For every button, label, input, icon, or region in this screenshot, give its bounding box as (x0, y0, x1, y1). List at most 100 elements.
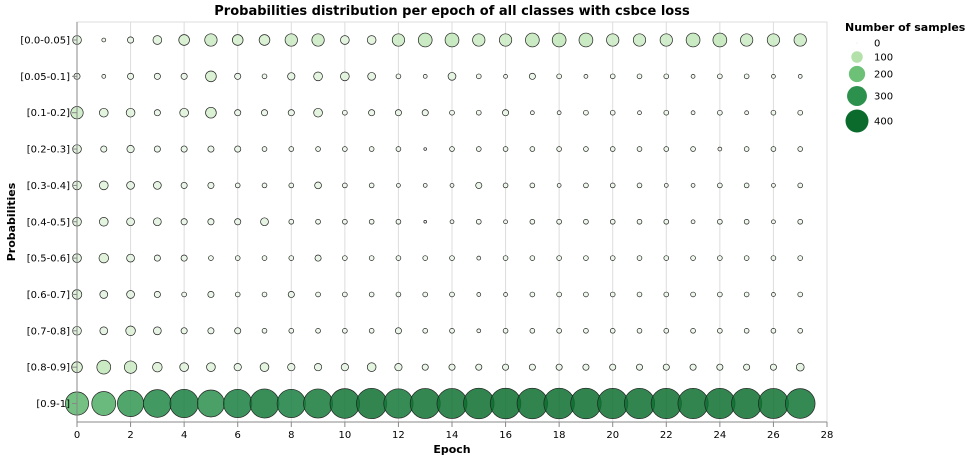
x-tick-label: 28 (821, 430, 834, 441)
bubble-point (234, 109, 242, 117)
x-tick-label: 12 (392, 430, 405, 441)
bubble-point (609, 291, 616, 298)
bubble-point (391, 33, 405, 47)
bubble-point (288, 218, 295, 225)
bubble-point (717, 328, 723, 334)
bubble-point (368, 328, 375, 334)
bubble-point (284, 33, 298, 47)
bubble-point (342, 146, 348, 152)
bubble-point (543, 387, 575, 420)
bubble-point (637, 110, 642, 116)
bubble-point (744, 110, 749, 116)
bubble-point (153, 181, 162, 190)
bubble-point (663, 218, 670, 225)
bubble-point (770, 255, 777, 261)
bubble-point (743, 255, 750, 261)
bubble-point (528, 72, 536, 80)
x-tick-label: 0 (74, 430, 80, 441)
bubble-point (502, 328, 509, 334)
bubble-point (96, 359, 112, 375)
bubble-point (609, 182, 616, 189)
bubble-point (499, 33, 513, 47)
bubble-point (223, 388, 253, 419)
bubble-point (205, 70, 217, 83)
bubble-point (663, 255, 670, 261)
bubble-point (502, 255, 509, 261)
bubble-point (340, 35, 350, 45)
legend-symbol (851, 51, 863, 63)
bubble-point (368, 146, 375, 152)
bubble-point (287, 72, 296, 81)
x-tick-label: 10 (338, 430, 351, 441)
legend-symbol (845, 109, 869, 133)
bubble-point (288, 255, 295, 261)
bubble-point (204, 33, 218, 47)
bubble-point (476, 73, 482, 80)
bubble-point (503, 219, 508, 225)
bubble-point (663, 291, 670, 298)
bubble-point (582, 363, 590, 371)
bubble-point (197, 389, 225, 418)
y-tick-label: [0.7-0.8] (27, 326, 70, 337)
bubble-point (690, 183, 696, 188)
bubble-point (716, 363, 724, 371)
x-tick-label: 4 (181, 430, 187, 441)
bubble-point (234, 218, 242, 226)
bubble-point (529, 146, 536, 152)
bubble-point (234, 291, 241, 298)
x-tick-label: 14 (446, 430, 459, 441)
bubble-point (659, 33, 673, 47)
bubble-point (234, 327, 242, 335)
bubble-point (169, 388, 199, 419)
bubble-point (795, 362, 805, 372)
bubble-point (606, 33, 620, 47)
y-tick-label: [0.5-0.6] (27, 254, 70, 265)
bubble-point (394, 327, 402, 335)
bubble-point (287, 363, 296, 372)
bubble-point (578, 32, 594, 48)
bubble-point (449, 291, 455, 298)
y-tick-label: [0.8-0.9] (27, 363, 70, 374)
bubble-point (99, 180, 109, 191)
bubble-point (743, 363, 751, 371)
bubble-point (126, 290, 135, 299)
bubble-point (583, 74, 589, 79)
bubble-point (366, 362, 377, 372)
bubble-point (623, 387, 656, 420)
bubble-point (342, 291, 348, 298)
bubble-point (311, 33, 325, 47)
bubble-point (396, 183, 401, 188)
bubble-point (717, 182, 723, 189)
bubble-point (528, 363, 536, 371)
bubble-point (126, 145, 135, 154)
bubble-point (117, 389, 145, 418)
x-tick-label: 8 (288, 430, 294, 441)
bubble-point (449, 183, 455, 188)
bubble-point (717, 109, 723, 116)
bubble-point (422, 255, 428, 261)
bubble-point (743, 328, 750, 334)
bubble-point (409, 388, 441, 419)
bubble-point (717, 291, 723, 298)
bubble-point (368, 218, 375, 225)
bubble-point (556, 218, 562, 225)
bubble-point (609, 218, 616, 225)
legend-label: 0 (874, 39, 880, 50)
bubble-point (342, 218, 348, 225)
bubble-point (766, 33, 780, 47)
bubble-point (368, 255, 375, 261)
bubble-point (609, 146, 616, 152)
bubble-point (449, 146, 455, 152)
bubble-point (315, 328, 321, 334)
bubble-point (793, 33, 807, 47)
bubble-point (261, 328, 268, 334)
bubble-point (100, 145, 108, 153)
bubble-point (313, 107, 323, 118)
bubble-point (463, 387, 495, 420)
bubble-point (583, 255, 589, 261)
bubble-point (797, 74, 803, 79)
bubble-point (153, 254, 161, 262)
bubble-point (769, 363, 777, 371)
bubble-point (476, 109, 482, 116)
bubble-point (476, 146, 482, 152)
